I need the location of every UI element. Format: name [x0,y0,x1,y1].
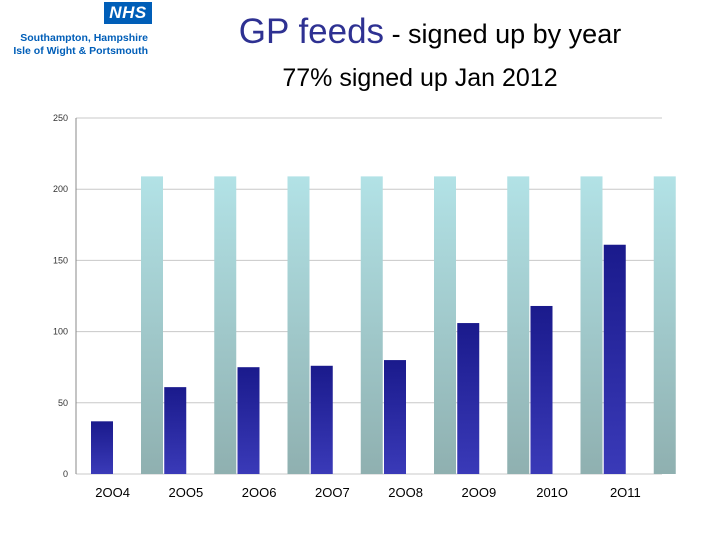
x-category-label: 2OO9 [462,485,497,500]
title-main: GP feeds [238,12,385,51]
y-tick-label: 150 [53,255,68,265]
y-tick-label: 200 [53,184,68,194]
y-tick-label: 0 [63,469,68,479]
bar-total [580,176,603,474]
y-tick-label: 100 [53,327,68,337]
bar-total [141,176,163,474]
y-tick-label: 50 [58,398,68,408]
bar-signed-up [457,323,480,474]
x-category-label: 2OO5 [169,485,204,500]
bar-signed-up [164,387,187,474]
y-tick-label: 250 [53,113,68,123]
bar-total [214,176,237,474]
org-line-1: Southampton, Hampshire [20,32,148,44]
bar-signed-up [603,244,626,474]
bar-layer [91,176,676,474]
x-category-label: 2OO4 [95,485,130,500]
org-line-2: Isle of Wight & Portsmouth [13,45,148,57]
bar-total [434,176,456,474]
x-category-label: 2O11 [610,485,641,500]
x-category-label: 2OO8 [388,485,423,500]
x-category-label: 2OO6 [242,485,277,500]
bar-signed-up [530,305,553,474]
label-layer: 0 50 100 150 200 250 2OO4 2OO5 2OO6 2OO7 2OO8 2OO9 2… [53,113,641,500]
bar-total [360,176,383,474]
slide-subtitle: 77% signed up Jan 2012 [282,64,558,92]
bar-chart: 0 50 100 150 200 250 2OO4 2OO5 2OO6 2OO7 2OO8 2OO9 2… [53,113,676,500]
bar-signed-up [91,421,113,474]
title-rest: - signed up by year [384,19,622,49]
slide-title: GP feeds - signed up by year [150,12,710,52]
x-category-label: 2OO7 [315,485,350,500]
organisation-name: Southampton, Hampshire Isle of Wight & P… [8,32,148,58]
bar-total [287,176,310,474]
bar-signed-up [237,367,260,474]
bar-total [653,176,676,474]
bar-total [507,176,530,474]
nhs-logo: NHS Southampton, Hampshire Isle of Wight… [8,0,152,64]
bar-signed-up [310,365,333,474]
bar-signed-up [384,360,406,474]
x-category-label: 201O [536,485,568,500]
nhs-badge: NHS [104,2,152,24]
